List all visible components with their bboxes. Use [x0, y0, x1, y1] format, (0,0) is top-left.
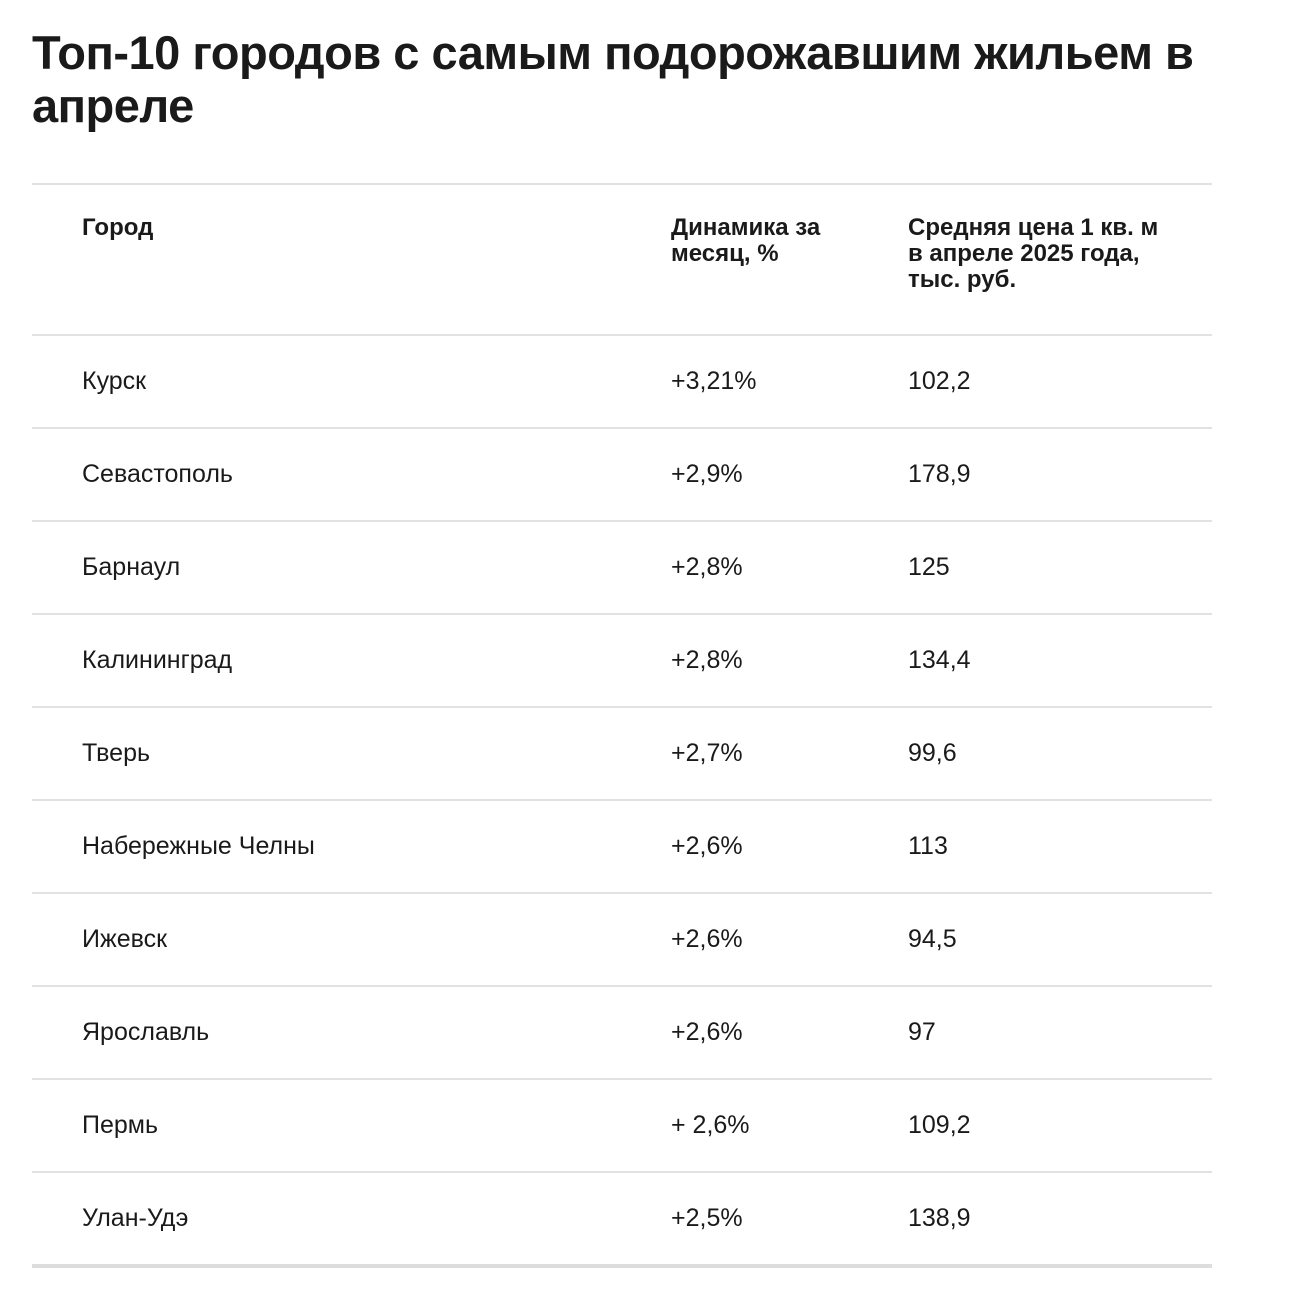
cell-dynamics: +2,6% [671, 925, 743, 953]
cell-dynamics: +2,6% [671, 832, 743, 860]
header-city: Город [82, 214, 154, 241]
header-dynamics: Динамика за месяц, % [671, 214, 821, 267]
cell-price: 94,5 [908, 925, 957, 953]
table-row: Калининград +2,8% 134,4 [32, 615, 1212, 708]
cell-price: 97 [908, 1018, 936, 1046]
cell-price: 99,6 [908, 739, 957, 767]
data-table: Город Динамика за месяц, % Средняя цена … [32, 183, 1212, 1268]
cell-city: Севастополь [82, 460, 233, 488]
table-row: Ижевск +2,6% 94,5 [32, 894, 1212, 987]
cell-dynamics: +2,6% [671, 1018, 743, 1046]
table-row: Улан-Удэ +2,5% 138,9 [32, 1173, 1212, 1268]
table-row: Тверь +2,7% 99,6 [32, 708, 1212, 801]
cell-price: 134,4 [908, 646, 971, 674]
table-row: Ярославль +2,6% 97 [32, 987, 1212, 1080]
cell-city: Ижевск [82, 925, 168, 953]
page-title: Топ-10 городов с самым подорожавшим жиль… [32, 26, 1194, 132]
cell-city: Пермь [82, 1111, 158, 1139]
cell-city: Тверь [82, 739, 151, 767]
cell-city: Барнаул [82, 553, 181, 581]
cell-price: 109,2 [908, 1111, 971, 1139]
cell-price: 138,9 [908, 1204, 971, 1232]
table-row: Барнаул +2,8% 125 [32, 522, 1212, 615]
cell-dynamics: +3,21% [671, 367, 757, 395]
table-header-row: Город Динамика за месяц, % Средняя цена … [32, 185, 1212, 336]
cell-dynamics: + 2,6% [671, 1111, 750, 1139]
cell-dynamics: +2,9% [671, 460, 743, 488]
cell-city: Ярославль [82, 1018, 210, 1046]
table-row: Курск +3,21% 102,2 [32, 336, 1212, 429]
cell-dynamics: +2,5% [671, 1204, 743, 1232]
cell-dynamics: +2,8% [671, 646, 743, 674]
cell-dynamics: +2,8% [671, 553, 743, 581]
cell-city: Курск [82, 367, 147, 395]
cell-city: Калининград [82, 646, 233, 674]
table-row: Набережные Челны +2,6% 113 [32, 801, 1212, 894]
cell-city: Улан-Удэ [82, 1204, 189, 1232]
header-price: Средняя цена 1 кв. м в апреле 2025 года,… [908, 214, 1159, 293]
table-row: Севастополь +2,9% 178,9 [32, 429, 1212, 522]
cell-price: 178,9 [908, 460, 971, 488]
cell-price: 102,2 [908, 367, 971, 395]
cell-dynamics: +2,7% [671, 739, 743, 767]
cell-price: 125 [908, 553, 950, 581]
cell-price: 113 [908, 832, 948, 860]
cell-city: Набережные Челны [82, 832, 315, 860]
table-row: Пермь + 2,6% 109,2 [32, 1080, 1212, 1173]
